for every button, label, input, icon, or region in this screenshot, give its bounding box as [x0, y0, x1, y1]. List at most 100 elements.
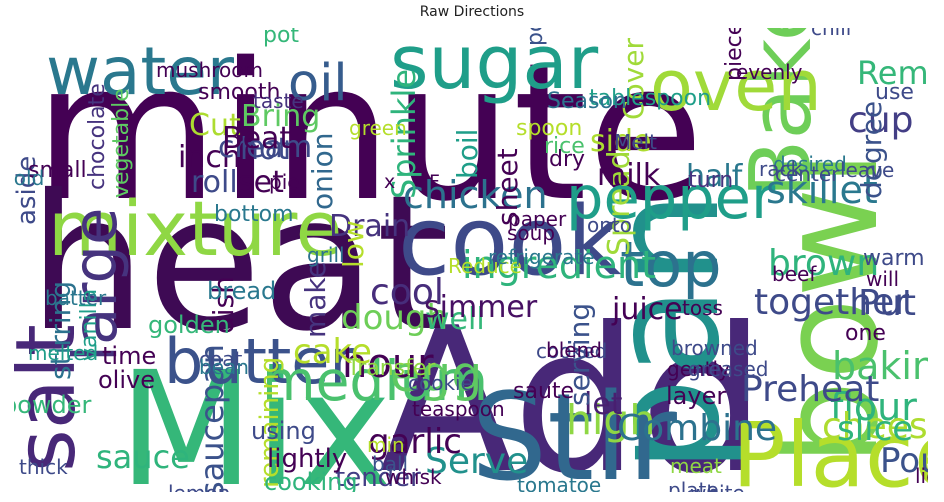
word-oven: oven: [650, 45, 822, 127]
word-onto: onto: [587, 213, 632, 237]
word-heat: heat: [28, 155, 449, 373]
word-let: let: [584, 387, 623, 422]
word-high: high: [566, 396, 655, 444]
word-chicken: chicken: [403, 173, 548, 217]
word-degree: degree: [855, 101, 888, 199]
word-simmer: simmer: [424, 290, 538, 325]
word-large: large: [60, 207, 131, 362]
word-saucepan: saucepan: [193, 344, 231, 492]
word-cooking: cooking: [264, 468, 358, 492]
word-dry: dry: [549, 147, 585, 172]
word-half: half: [686, 159, 744, 194]
word-butter: butter: [164, 325, 355, 398]
word-pie: pie: [269, 170, 300, 194]
word-cake: cake: [293, 332, 372, 372]
word-blend: blend: [546, 338, 602, 362]
word-hour: hour: [342, 341, 434, 387]
word-f: F: [429, 171, 440, 193]
word-dish: dish: [207, 276, 240, 334]
word-oil: oil: [288, 54, 348, 113]
word-soup: soup: [507, 221, 555, 245]
word-paper: paper: [508, 207, 567, 231]
word-put: Put: [858, 283, 916, 324]
word-milk: milk: [597, 158, 661, 193]
word-min: min: [367, 433, 405, 457]
word-serve: Serve: [425, 441, 528, 482]
word-baking: baking: [832, 344, 928, 388]
word-taste: taste: [253, 89, 304, 113]
word-bake: Bake: [732, 28, 831, 198]
word-reduce: Reduce: [448, 254, 522, 278]
word-thick: thick: [19, 455, 68, 479]
word-cheese: cheese: [822, 406, 928, 447]
word-remove: Remove: [857, 54, 928, 92]
word-use: use: [875, 80, 914, 105]
word-bread: bread: [207, 277, 276, 305]
word-season: Season: [547, 89, 627, 114]
word-whisk: whisk: [385, 465, 442, 489]
word-golden: golden: [148, 311, 230, 339]
word-coat: coat: [199, 347, 242, 371]
word-small: small: [28, 158, 87, 183]
word-toss: toss: [682, 296, 723, 320]
word-vanilla: vanilla: [77, 289, 102, 361]
word-garlic: garlic: [368, 422, 462, 462]
word-batter: batter: [45, 286, 107, 310]
word-make: make: [299, 261, 332, 338]
word-piece: piece: [722, 28, 747, 81]
word-white: white: [690, 481, 745, 492]
word-side: side: [590, 124, 651, 159]
word-greased: greased: [688, 357, 768, 381]
word-powder: powder: [14, 391, 92, 419]
word-green: green: [349, 116, 407, 140]
word-mix: Mix: [118, 338, 392, 492]
word-juice: juice: [611, 292, 683, 327]
word-remaining: remaining: [255, 357, 285, 488]
word-browned: browned: [671, 336, 758, 360]
word-teaspoon: teaspoon: [412, 397, 505, 421]
word-plate: plate: [668, 478, 719, 492]
word-beat: Beat: [222, 121, 291, 156]
word-pan: pan: [579, 191, 753, 473]
word-bring: Bring: [241, 99, 320, 134]
word-rice: rice: [544, 134, 585, 159]
chart-title: Raw Directions: [419, 4, 525, 20]
word-x: x: [384, 171, 395, 193]
word-transfer: Transfer: [346, 356, 436, 381]
word-skillet: skillet: [766, 168, 878, 212]
word-chocolate: chocolate: [85, 83, 110, 190]
word-hot: hot: [240, 132, 289, 167]
word-dough: dough: [341, 298, 448, 338]
word-onion: onion: [306, 132, 339, 210]
word-tender: tender: [335, 463, 421, 492]
word-pepper: pepper: [566, 163, 776, 232]
word-ball: ball: [372, 452, 408, 476]
word-add: Add: [379, 285, 766, 492]
word-well: well: [425, 302, 485, 337]
word-turn: turn: [688, 168, 733, 193]
word-sprinkle: Sprinkle: [385, 69, 423, 199]
word-slice: slice: [837, 409, 913, 449]
word-grill: grill: [307, 243, 345, 267]
word-vegetable: vegetable: [109, 88, 134, 198]
word-olive: olive: [98, 366, 155, 394]
word-chill: chill: [811, 28, 851, 40]
word-using: using: [251, 417, 316, 445]
word-meat: meat: [670, 454, 722, 478]
word-evenly: evenly: [736, 60, 803, 84]
word-leave: leave: [840, 158, 894, 182]
word-liquid: liquid: [915, 464, 928, 488]
word-cook: cook: [398, 187, 622, 297]
word-potatoe: potatoe: [523, 28, 548, 46]
word-top: top: [620, 228, 722, 301]
word-stir: Stir: [471, 369, 678, 492]
word-together: together: [754, 282, 909, 323]
word-layer: layer: [666, 382, 726, 410]
word-tomatoe: tomatoe: [517, 473, 601, 492]
word-water: water: [46, 33, 235, 110]
word-cool: cool: [370, 272, 444, 313]
word-stirring: stirring: [44, 281, 77, 380]
word-cream: cream: [218, 130, 312, 165]
